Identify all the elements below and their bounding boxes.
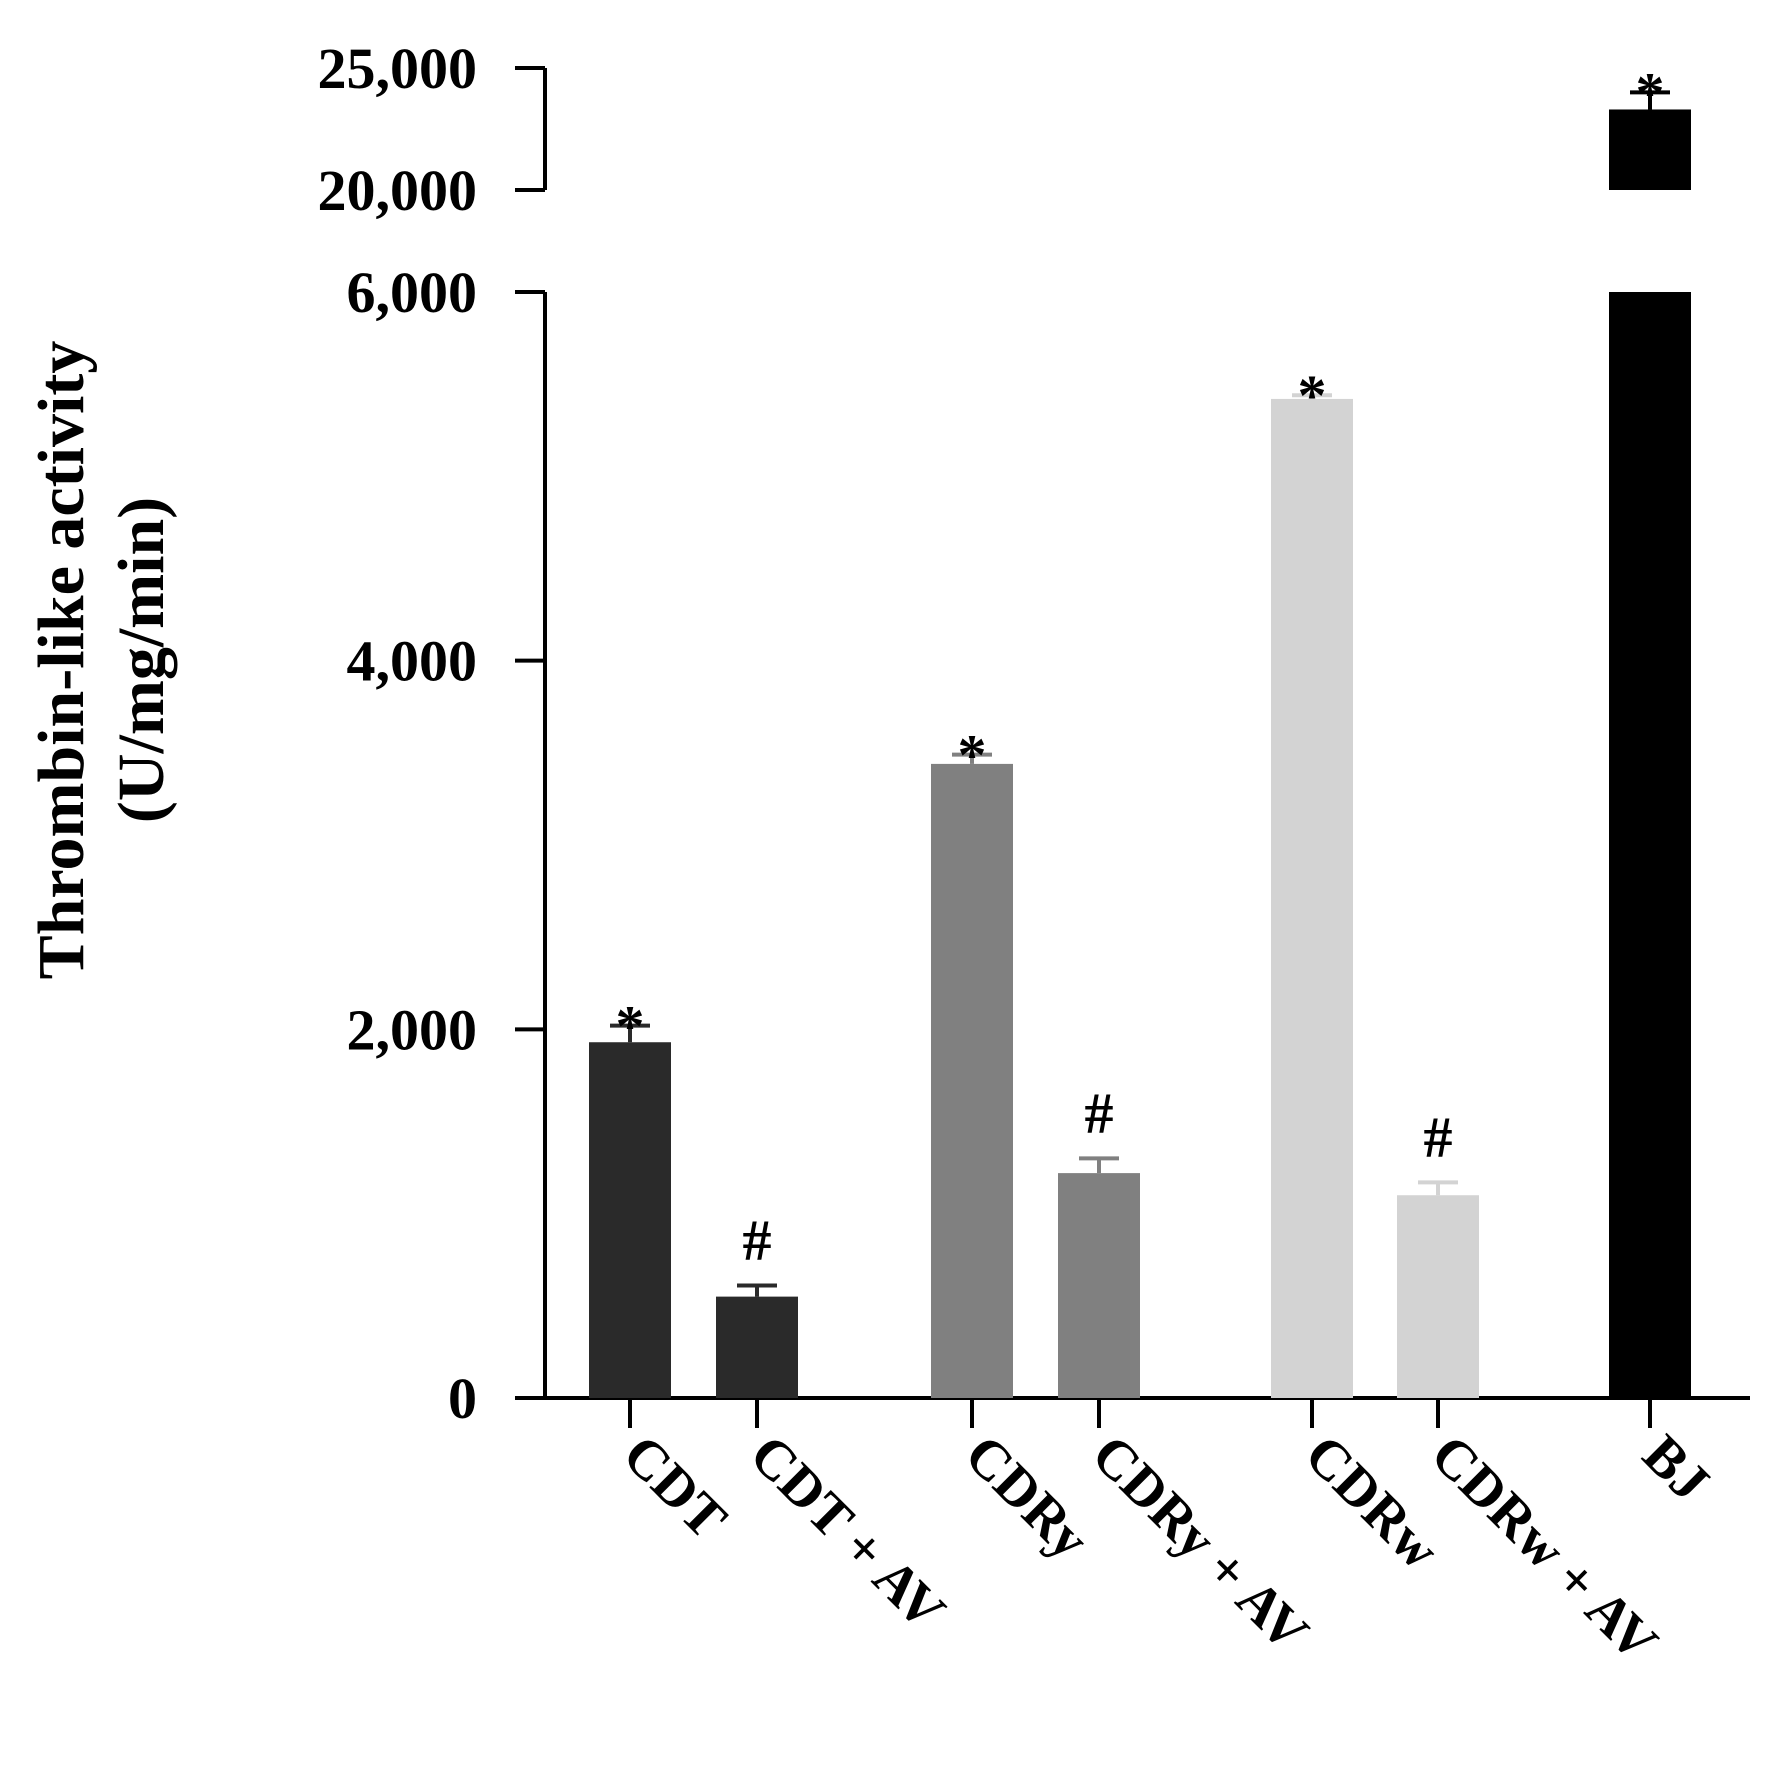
y-tick-label: 4,000 [347,629,478,694]
x-category-label: CDT + AV [738,1423,957,1642]
y-axis-title-line-1: Thrombin-like activity [25,341,98,980]
x-category-label: BJ [1631,1423,1721,1513]
y-tick-label: 2,000 [347,997,478,1062]
axes: 0 2,000 4,000 6,000 20,000 25,000 [318,36,1750,1431]
bar-0 [589,1042,671,1398]
bar-2 [931,763,1013,1398]
significance-marker-3: # [1085,1080,1114,1145]
bar-1 [716,1296,798,1398]
x-category-label: CDT [611,1423,738,1550]
bar-5 [1397,1195,1479,1398]
y-tick-label: 0 [448,1366,477,1431]
x-category-label: CDRy + AV [1080,1423,1320,1663]
y-tick-label: 25,000 [318,36,478,101]
y-axis-title: Thrombin-like activity (U/mg/min) [25,341,178,980]
y-tick-label: 20,000 [318,158,478,223]
significance-marker-2: * [958,723,987,788]
y-axis-title-line-2: (U/mg/min) [105,497,178,823]
x-category-label: CDRw + AV [1419,1423,1669,1673]
y-tick-label: 6,000 [347,260,478,325]
bar-6-upper [1609,109,1691,190]
bar-3 [1058,1173,1140,1398]
x-category-label: CDRy [953,1423,1101,1571]
bar-4 [1271,398,1353,1398]
bars: * # * # * # * [589,60,1691,1398]
significance-marker-5: # [1424,1104,1453,1169]
significance-marker-0: * [616,994,645,1059]
significance-marker-4: * [1298,363,1327,428]
significance-marker-1: # [743,1208,772,1273]
bar-6-lower [1609,292,1691,1398]
significance-marker-6: * [1636,60,1665,125]
x-category-label: CDRw [1293,1423,1452,1582]
